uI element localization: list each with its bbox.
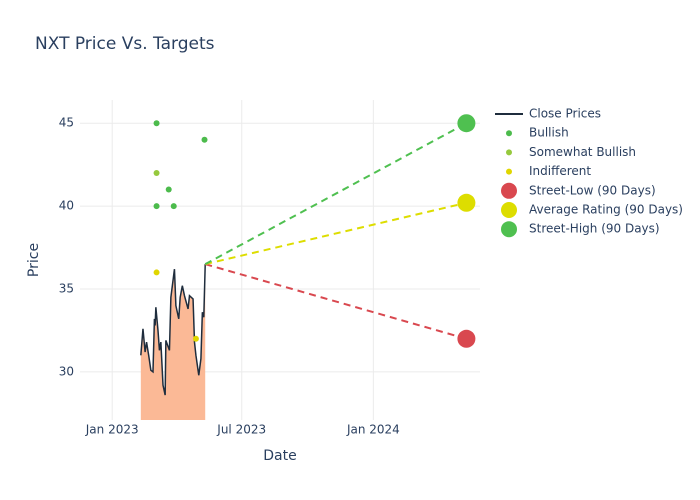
price-area [140,264,206,420]
rating-point [153,269,160,276]
target-line [204,201,467,266]
chart-title: NXT Price Vs. Targets [35,34,215,54]
rating-point [165,186,172,193]
rating-point [170,203,177,210]
y-tick-label: 40 [59,199,74,213]
y-axis-title: Price [26,243,42,277]
legend-label: Average Rating (90 Days) [529,203,683,217]
y-tick-label: 30 [59,364,74,378]
legend-label: Indifferent [529,164,591,178]
price-line [140,264,206,396]
legend-label: Bullish [529,126,569,140]
y-tick-label: 45 [59,116,74,130]
legend-label: Street-High (90 Days) [529,222,660,236]
rating-point [153,120,160,127]
target-marker [457,114,476,133]
x-tick-label: Jul 2023 [216,423,266,437]
target-line [204,122,467,266]
x-tick-label: Jan 2023 [85,423,139,437]
legend-symbol [506,168,512,175]
legend-symbol [506,149,512,156]
rating-point [192,335,199,342]
x-axis-title: Date [263,448,296,464]
rating-point [153,203,160,210]
legend-label: Somewhat Bullish [529,145,636,159]
rating-point [201,136,208,143]
legend-label: Street-Low (90 Days) [529,183,656,197]
y-tick-label: 35 [59,282,74,296]
legend-symbol [501,202,517,218]
rating-point [153,169,160,176]
legend-symbol [501,182,517,199]
legend-label: Close Prices [529,107,601,121]
target-marker [457,193,476,212]
x-tick-label: Jan 2024 [346,423,400,437]
legend-symbol [501,221,517,238]
legend-symbol [506,130,512,137]
target-line [204,263,467,340]
target-marker [457,329,476,348]
